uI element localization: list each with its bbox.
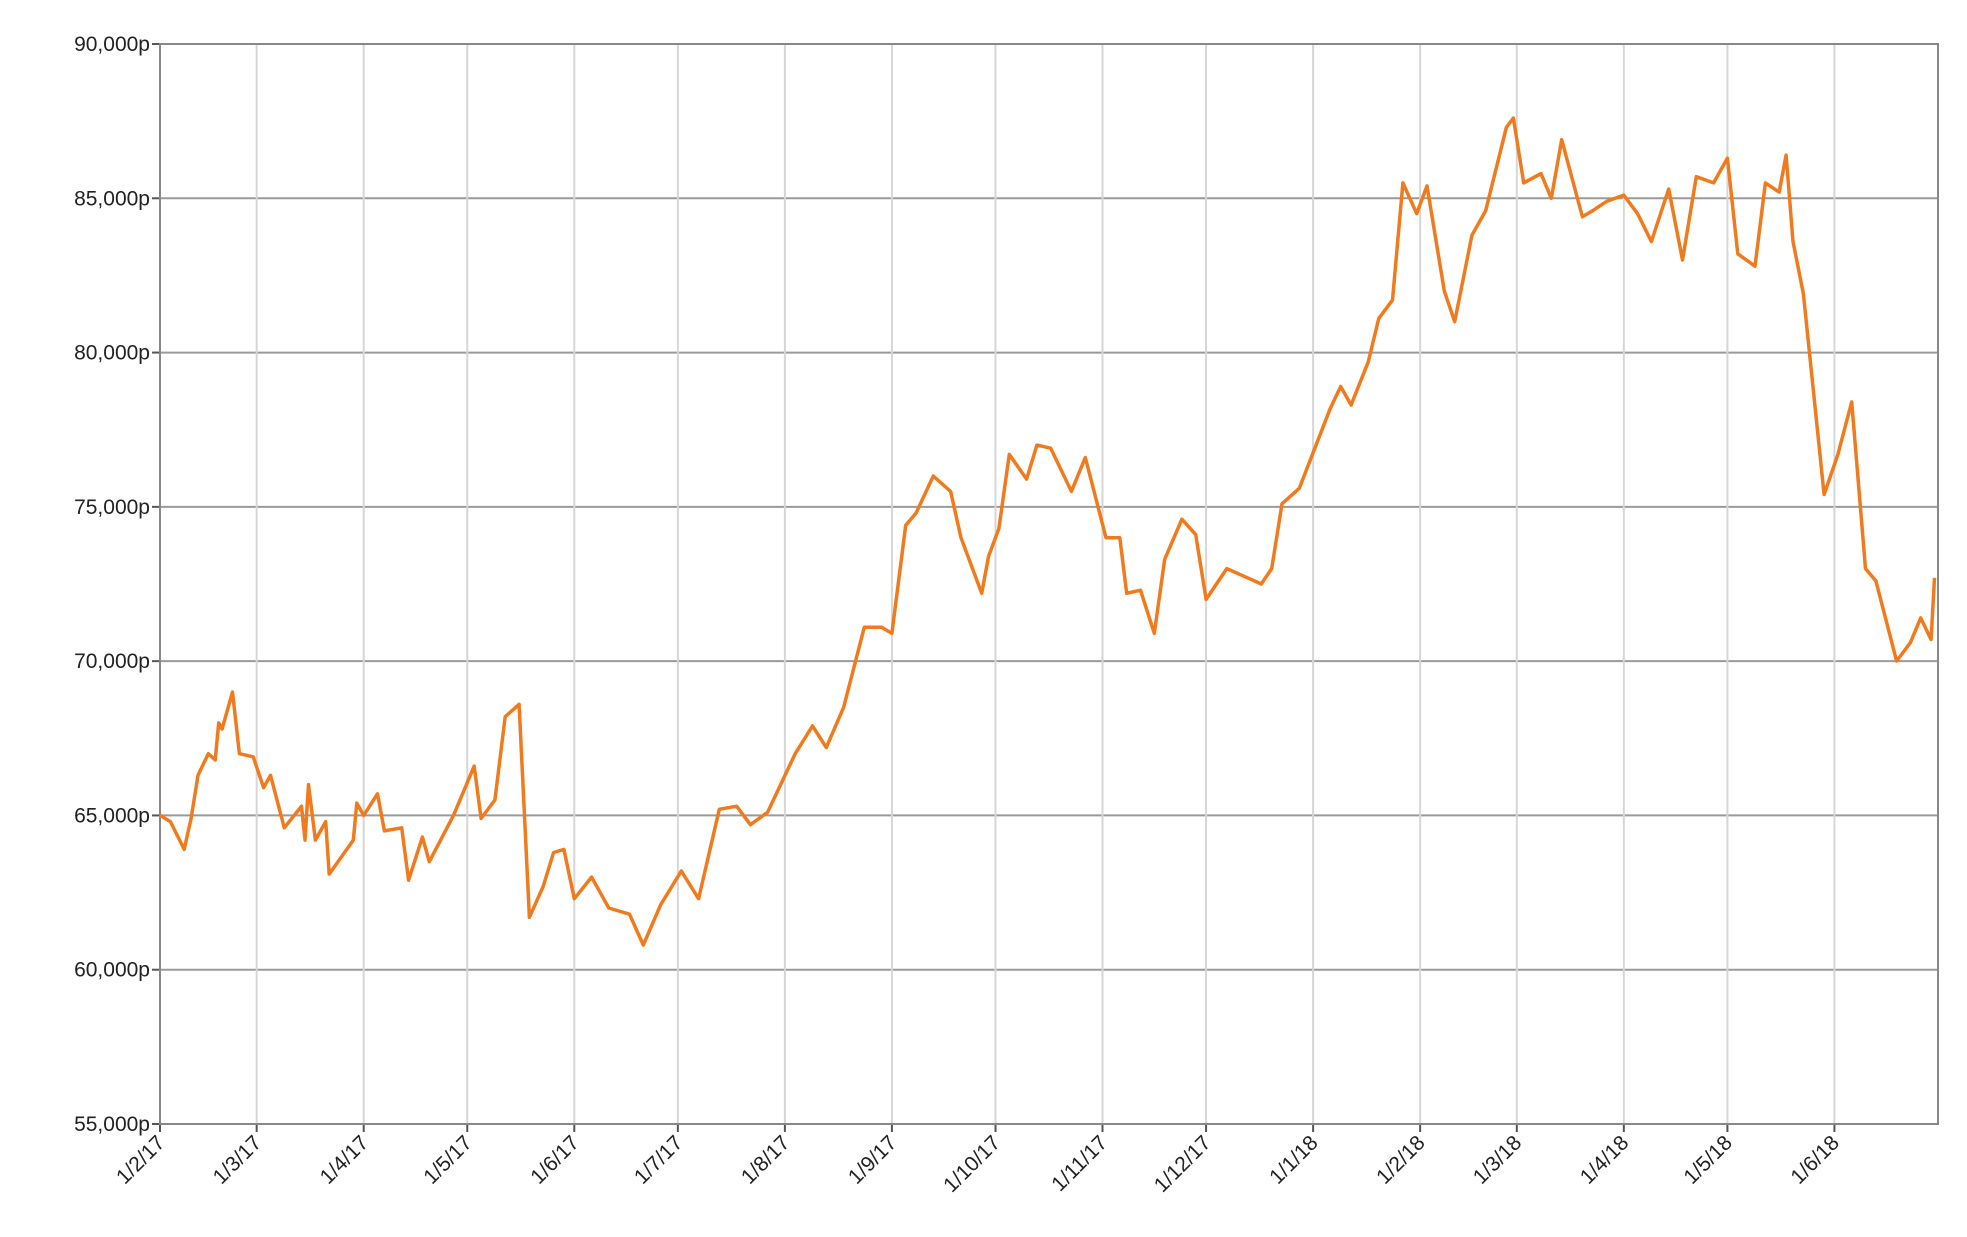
y-tick-label: 75,000p bbox=[74, 496, 150, 519]
y-tick-label: 90,000p bbox=[74, 33, 150, 56]
x-tick-label: 1/5/18 bbox=[1679, 1131, 1737, 1189]
y-tick-label: 65,000p bbox=[74, 804, 150, 827]
y-tick-label: 55,000p bbox=[74, 1113, 150, 1136]
x-tick-label: 1/7/17 bbox=[630, 1131, 688, 1189]
x-tick-label: 1/9/17 bbox=[844, 1131, 902, 1189]
x-tick-label: 1/12/17 bbox=[1150, 1131, 1216, 1197]
x-tick-label: 1/6/18 bbox=[1786, 1131, 1844, 1189]
x-tick-label: 1/4/17 bbox=[316, 1131, 374, 1189]
x-tick-label: 1/10/17 bbox=[939, 1131, 1005, 1197]
x-tick-label: 1/2/18 bbox=[1372, 1131, 1430, 1189]
y-tick-label: 85,000p bbox=[74, 187, 150, 210]
x-tick-label: 1/5/17 bbox=[419, 1131, 477, 1189]
x-tick-label: 1/3/18 bbox=[1469, 1131, 1527, 1189]
plot-frame bbox=[159, 43, 1939, 1125]
x-tick-label: 1/11/17 bbox=[1047, 1131, 1112, 1196]
y-tick-label: 70,000p bbox=[74, 650, 150, 673]
x-tick-label: 1/3/17 bbox=[209, 1131, 267, 1189]
x-tick-label: 1/6/17 bbox=[526, 1131, 584, 1189]
x-tick-label: 1/1/18 bbox=[1265, 1131, 1323, 1189]
y-tick-label: 60,000p bbox=[74, 959, 150, 982]
x-tick-label: 1/4/18 bbox=[1576, 1131, 1634, 1189]
x-tick-label: 1/8/17 bbox=[737, 1131, 795, 1189]
price-line bbox=[159, 116, 1937, 947]
x-tick-label: 1/2/17 bbox=[112, 1131, 170, 1189]
y-tick-label: 80,000p bbox=[74, 342, 150, 365]
